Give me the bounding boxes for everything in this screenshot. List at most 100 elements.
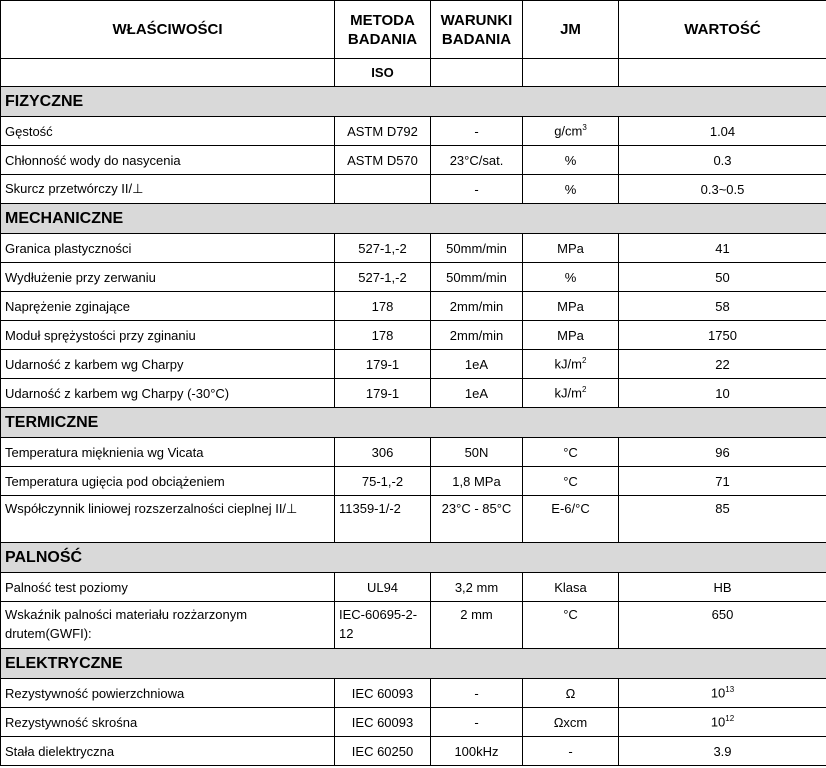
header-row: WŁAŚCIWOŚCI METODA BADANIA WARUNKI BADAN… (0, 0, 826, 59)
unit-cell: °C (522, 437, 619, 467)
unit-cell: kJ/m2 (522, 378, 619, 408)
value-cell: 0.3~0.5 (618, 174, 826, 204)
unit-superscript: 2 (582, 356, 587, 366)
value-cell: 1013 (618, 678, 826, 708)
value-cell: 1750 (618, 320, 826, 350)
unit-cell: MPa (522, 320, 619, 350)
table-row: Temperatura mięknienia wg Vicata 306 50N °C… (0, 437, 826, 467)
unit-text: °C (563, 444, 578, 460)
property-cell: Moduł sprężystości przy zginaniu (0, 320, 335, 350)
value-text: 96 (715, 444, 730, 460)
property-cell: Granica plastyczności (0, 233, 335, 263)
conditions-cell: 2mm/min (430, 291, 523, 321)
table-row: Palność test poziomy UL94 3,2 mm Klasa HB (0, 572, 826, 602)
unit-superscript: 3 (582, 123, 587, 133)
subheader-empty (522, 58, 619, 87)
method-cell: ASTM D570 (334, 145, 431, 175)
unit-text: % (564, 181, 577, 197)
table-row: Moduł sprężystości przy zginaniu 178 2mm/m… (0, 320, 826, 350)
method-cell: 527-1,-2 (334, 233, 431, 263)
unit-text: % (564, 269, 577, 285)
section-row: FIZYCZNE (0, 86, 826, 117)
property-cell: Skurcz przetwórczy II/⊥ (0, 174, 335, 204)
value-cell: 1.04 (618, 116, 826, 146)
property-cell: Naprężenie zginające (0, 291, 335, 321)
method-cell: 11359-1/-2 (334, 495, 431, 543)
table-row: Współczynnik liniowej rozszerzalności ci… (0, 495, 826, 543)
value-superscript: 12 (725, 714, 735, 724)
table-row: Naprężenie zginające 178 2mm/min MPa 58 (0, 291, 826, 321)
value-text: 10 (715, 385, 730, 401)
method-cell: 178 (334, 291, 431, 321)
property-cell: Stała dielektryczna (0, 736, 335, 766)
unit-text: MPa (557, 298, 584, 314)
conditions-cell: 1,8 MPa (430, 466, 523, 496)
subheader-empty (618, 58, 826, 87)
conditions-cell: 3,2 mm (430, 572, 523, 602)
unit-cell: MPa (522, 291, 619, 321)
unit-text: g/cm (554, 123, 583, 139)
method-cell: IEC 60250 (334, 736, 431, 766)
unit-cell: MPa (522, 233, 619, 263)
value-cell: 1012 (618, 707, 826, 737)
method-cell: IEC 60093 (334, 707, 431, 737)
conditions-cell: - (430, 174, 523, 204)
property-cell: Palność test poziomy (0, 572, 335, 602)
value-cell: 58 (618, 291, 826, 321)
property-cell: Temperatura mięknienia wg Vicata (0, 437, 335, 467)
subheader-empty (0, 58, 335, 87)
unit-cell: E-6/°C (522, 495, 619, 543)
header-method: METODA BADANIA (334, 0, 431, 59)
method-cell: IEC 60093 (334, 678, 431, 708)
conditions-cell: 100kHz (430, 736, 523, 766)
unit-text: Ω (565, 685, 576, 701)
unit-cell: Ω (522, 678, 619, 708)
property-cell: Udarność z karbem wg Charpy (-30°C) (0, 378, 335, 408)
method-cell: 527-1,-2 (334, 262, 431, 292)
value-cell: 50 (618, 262, 826, 292)
conditions-cell: - (430, 116, 523, 146)
section-row: MECHANICZNE (0, 203, 826, 234)
table-row: Rezystywność skrośna IEC 60093- Ωxcm 1012 (0, 707, 826, 737)
unit-cell: °C (522, 466, 619, 496)
property-cell: Wskaźnik palności materiału rozżarzonym … (0, 601, 335, 649)
subheader-empty (430, 58, 523, 87)
value-cell: 96 (618, 437, 826, 467)
section-title: FIZYCZNE (0, 86, 826, 117)
value-text: 10 (710, 685, 726, 701)
conditions-cell: 2mm/min (430, 320, 523, 350)
table-row: Chłonność wody do nasycenia ASTM D570 23°C… (0, 145, 826, 175)
conditions-cell: 2 mm (430, 601, 523, 649)
unit-text: kJ/m (554, 356, 582, 372)
method-cell: 179-1 (334, 378, 431, 408)
conditions-cell: 23°C - 85°C (430, 495, 523, 543)
value-superscript: 13 (725, 685, 735, 695)
section-title: TERMICZNE (0, 407, 826, 438)
unit-text: MPa (557, 240, 584, 256)
table-row: Stała dielektryczna IEC 60250 100kHz - 3.9 (0, 736, 826, 766)
conditions-cell: - (430, 678, 523, 708)
property-cell: Gęstość (0, 116, 335, 146)
section-row: ELEKTRYCZNE (0, 648, 826, 679)
section-title: ELEKTRYCZNE (0, 648, 826, 679)
value-cell: 650 (618, 601, 826, 649)
unit-text: °C (563, 473, 578, 489)
table-row: Rezystywność powierzchniowa IEC 60093- Ω 10… (0, 678, 826, 708)
conditions-cell: 50N (430, 437, 523, 467)
unit-cell: % (522, 145, 619, 175)
unit-cell: g/cm3 (522, 116, 619, 146)
table-row: Wydłużenie przy zerwaniu 527-1,-2 50mm/min… (0, 262, 826, 292)
header-property: WŁAŚCIWOŚCI (0, 0, 335, 59)
unit-text: % (564, 152, 577, 168)
property-cell: Wydłużenie przy zerwaniu (0, 262, 335, 292)
property-cell: Udarność z karbem wg Charpy (0, 349, 335, 379)
section-row: TERMICZNE (0, 407, 826, 438)
method-cell: 178 (334, 320, 431, 350)
header-unit: JM (522, 0, 619, 59)
method-cell: 75-1,-2 (334, 466, 431, 496)
method-cell (334, 174, 431, 204)
value-text: 0.3 (713, 152, 732, 168)
method-cell: 179-1 (334, 349, 431, 379)
table-row: Udarność z karbem wg Charpy (-30°C) 179-1… (0, 378, 826, 408)
